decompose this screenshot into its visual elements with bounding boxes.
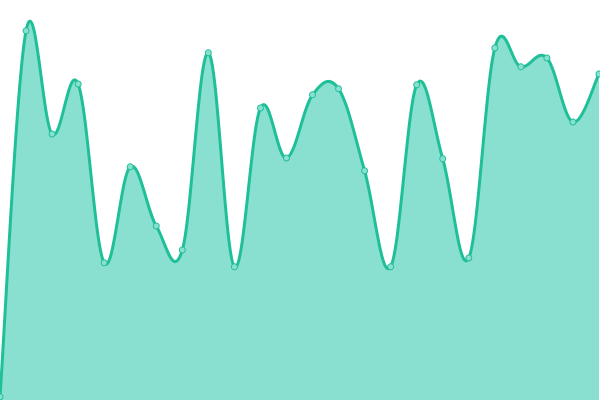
data-point: [361, 167, 369, 175]
data-point: [543, 54, 551, 62]
data-markers: [0, 27, 600, 400]
data-point: [256, 104, 264, 112]
data-point: [48, 130, 56, 138]
data-point: [335, 85, 343, 93]
data-point: [204, 49, 212, 57]
data-point: [439, 155, 447, 163]
data-point: [152, 222, 160, 230]
data-point: [309, 91, 317, 99]
data-point: [387, 263, 395, 271]
area-fill: [0, 21, 599, 400]
data-point: [126, 163, 134, 171]
data-point: [0, 393, 4, 400]
data-point: [517, 63, 525, 71]
data-point: [491, 44, 499, 52]
data-point: [595, 70, 600, 78]
data-point: [413, 81, 421, 89]
data-point: [100, 259, 108, 267]
data-point: [74, 80, 82, 88]
data-point: [178, 246, 186, 254]
data-point: [569, 118, 577, 126]
data-point: [465, 254, 473, 262]
data-point: [230, 263, 238, 271]
data-point: [22, 27, 30, 35]
data-point: [282, 154, 290, 162]
